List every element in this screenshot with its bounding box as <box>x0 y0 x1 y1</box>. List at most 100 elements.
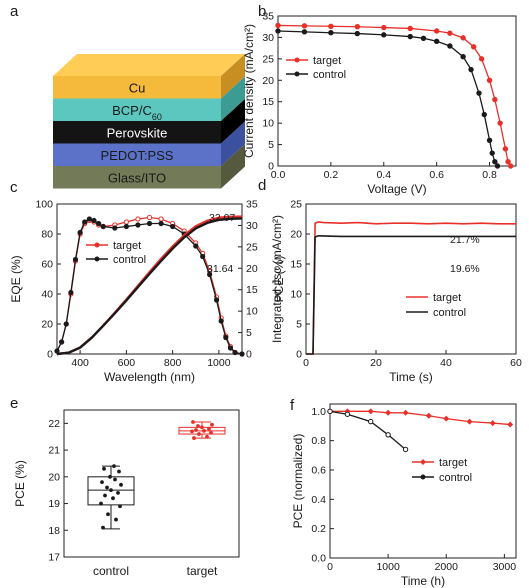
series-line-control <box>329 410 406 450</box>
data-point <box>193 243 199 249</box>
box-data-point <box>119 482 123 487</box>
data-point <box>492 96 498 103</box>
layer-label-pedot-pss: PEDOT:PSS <box>101 148 174 163</box>
legend-marker <box>94 256 100 262</box>
box-data-point <box>111 496 115 501</box>
series-line-control-Jsc <box>56 217 243 356</box>
legend-entry-control: control <box>313 69 346 81</box>
panel-b-chart: 0.0 0.2 0.4 0.6 0.8 0 5 10 15 20 25 30 35 Voltage (V)… <box>242 11 517 196</box>
data-point <box>470 44 477 50</box>
x-tick-label: 0.6 <box>429 169 444 181</box>
legend-entry-target: target <box>313 55 341 67</box>
data-point <box>170 223 176 230</box>
series-line-control <box>277 30 499 167</box>
x-category-label: control <box>93 564 129 578</box>
y2-tick-label: 15 <box>246 284 258 296</box>
box-data-point <box>200 425 204 430</box>
y-tick-label: 35 <box>262 11 274 23</box>
data-point <box>123 223 129 230</box>
data-point <box>91 217 97 224</box>
data-point <box>443 415 450 422</box>
data-point <box>63 321 69 327</box>
layer-side <box>221 144 245 189</box>
data-point <box>476 90 482 96</box>
y-tick-label: 5 <box>296 319 302 331</box>
panel-label-f: f <box>290 397 295 414</box>
box-data-point <box>197 432 201 436</box>
data-point <box>407 25 413 32</box>
data-point <box>275 22 281 29</box>
y-tick-label: 22 <box>48 418 60 430</box>
data-point <box>354 24 361 30</box>
box-data-point <box>196 424 200 428</box>
legend-entry-target: target <box>439 457 467 469</box>
series-line-target-Jsc <box>56 215 243 356</box>
y-tick-label: 0 <box>268 161 274 173</box>
legend-marker <box>420 474 426 480</box>
data-point <box>301 23 308 29</box>
y-tick-label: 0 <box>47 349 53 361</box>
y-tick-label: 10 <box>290 289 302 301</box>
layer-label-glass-ito: Glass/ITO <box>108 170 166 185</box>
series-line-control <box>306 234 516 355</box>
layer-label-cu: Cu <box>129 80 146 95</box>
y-tick-label: 19 <box>48 498 60 510</box>
plot-frame <box>277 15 517 167</box>
panel-label-e: e <box>10 395 18 412</box>
y-axis-label: PCE (normalized) <box>291 434 305 529</box>
y-tick-label: 40 <box>41 289 53 301</box>
y-axis-label: PCE (%) <box>272 256 286 303</box>
data-point <box>275 28 281 34</box>
y2-tick-label: 0 <box>246 349 252 361</box>
y-tick-label: 30 <box>262 32 274 44</box>
y-tick-label: 15 <box>262 96 274 108</box>
x-axis-label: Voltage (V) <box>367 182 426 196</box>
data-point <box>146 214 153 221</box>
layer-side <box>221 121 245 166</box>
box-data-point <box>194 428 198 432</box>
data-point <box>135 222 141 228</box>
y-tick-label: 21 <box>48 445 60 457</box>
box-data-point <box>113 477 117 482</box>
data-point <box>486 137 493 143</box>
data-point <box>301 29 308 35</box>
data-point <box>227 345 234 351</box>
y-tick-label: 20 <box>290 229 302 241</box>
box-data-point <box>103 493 107 498</box>
x-axis-label: Wavelength (nm) <box>104 370 195 384</box>
data-point <box>489 420 496 427</box>
y-tick-label: 15 <box>290 259 302 271</box>
legend-entry-control: control <box>433 307 466 319</box>
legend-entry-control: control <box>439 472 472 484</box>
x-tick-label: 40 <box>440 357 452 369</box>
y-tick-label: 25 <box>262 53 274 65</box>
plot-frame <box>305 203 517 355</box>
layer-side <box>221 76 245 121</box>
y-axis-label: PCE (%) <box>13 460 27 507</box>
box-iqr <box>87 476 135 506</box>
y-tick-label: 0 <box>296 349 302 361</box>
data-point <box>466 418 473 425</box>
box-data-point <box>106 512 110 517</box>
data-point <box>367 408 374 415</box>
data-point <box>385 432 391 438</box>
plot-frame <box>56 203 243 355</box>
data-point <box>407 33 413 40</box>
data-point <box>158 220 164 227</box>
box-data-point <box>114 517 118 522</box>
annotation-target-pce: 21.7% <box>450 234 480 246</box>
box-data-point <box>192 436 196 440</box>
box-data-point <box>109 488 113 493</box>
data-point <box>72 256 79 263</box>
layer-side <box>221 54 245 99</box>
data-point <box>420 35 427 41</box>
y2-tick-label: 25 <box>246 241 258 253</box>
y2-tick-label: 10 <box>246 306 258 318</box>
y-tick-label: 0.0 <box>311 553 326 565</box>
data-point <box>508 163 514 169</box>
panel-e-chart: 17 18 19 20 21 22 PCE (%) control target <box>13 409 240 578</box>
x-tick-label: 3000 <box>493 561 517 573</box>
legend-marker <box>294 71 300 77</box>
series-line-target <box>56 216 243 355</box>
